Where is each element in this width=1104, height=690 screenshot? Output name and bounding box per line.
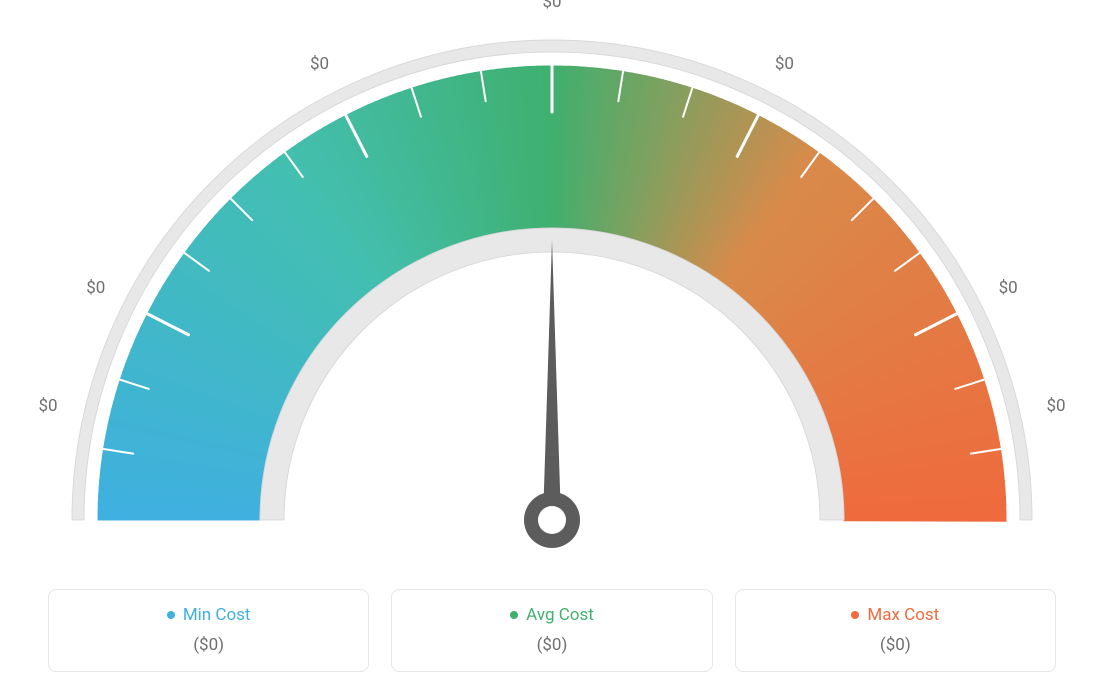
legend-value: ($0) <box>746 635 1045 655</box>
legend-value: ($0) <box>59 635 358 655</box>
legend-header: Avg Cost <box>510 605 594 625</box>
gauge-tick-label: $0 <box>775 54 794 74</box>
gauge-tick-label: $0 <box>310 54 329 74</box>
gauge-tick-label: $0 <box>1046 396 1065 416</box>
legend-value: ($0) <box>402 635 701 655</box>
gauge-tick-label: $0 <box>999 278 1018 298</box>
legend-card-min: Min Cost ($0) <box>48 589 369 672</box>
legend-label: Avg Cost <box>526 605 594 625</box>
gauge-tick-label: $0 <box>38 396 57 416</box>
gauge-tick-label: $0 <box>542 0 561 12</box>
legend-label: Min Cost <box>183 605 251 625</box>
legend-dot-icon <box>851 611 859 619</box>
legend-label: Max Cost <box>867 605 939 625</box>
legend-card-avg: Avg Cost ($0) <box>391 589 712 672</box>
gauge-svg <box>0 0 1104 560</box>
gauge-tick-label: $0 <box>86 278 105 298</box>
legend-row: Min Cost ($0) Avg Cost ($0) Max Cost ($0… <box>48 589 1056 672</box>
legend-header: Min Cost <box>167 605 251 625</box>
legend-dot-icon <box>167 611 175 619</box>
legend-card-max: Max Cost ($0) <box>735 589 1056 672</box>
legend-dot-icon <box>510 611 518 619</box>
cost-gauge-infographic: $0 $0 $0 $0 $0 $0 $0 Min Cost ($0) Avg Cost ($… <box>0 0 1104 690</box>
legend-header: Max Cost <box>851 605 939 625</box>
gauge-chart: $0 $0 $0 $0 $0 $0 $0 <box>0 0 1104 560</box>
